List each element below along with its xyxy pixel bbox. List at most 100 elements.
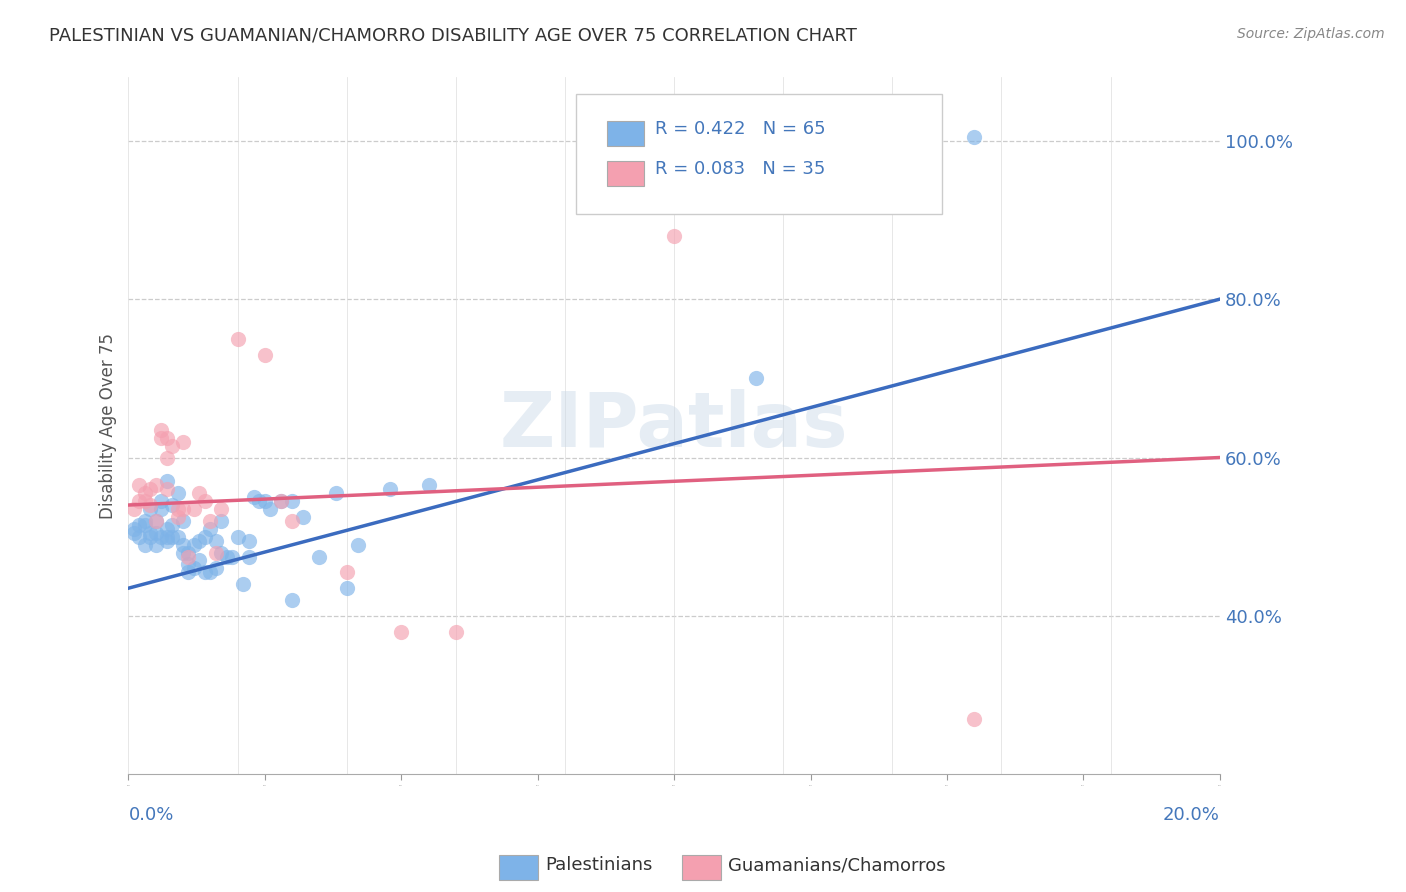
Point bbox=[226, 530, 249, 544]
Point bbox=[128, 517, 150, 532]
Point bbox=[172, 538, 194, 552]
Point bbox=[209, 502, 232, 516]
Point bbox=[308, 549, 330, 564]
Point bbox=[150, 423, 173, 437]
Point bbox=[444, 624, 467, 639]
Point bbox=[281, 593, 304, 607]
Point bbox=[238, 549, 260, 564]
Point bbox=[200, 514, 222, 528]
Point bbox=[166, 530, 188, 544]
Point bbox=[292, 509, 315, 524]
Point bbox=[183, 561, 205, 575]
Text: 20.0%: 20.0% bbox=[1163, 806, 1220, 824]
Point bbox=[418, 478, 440, 492]
Point bbox=[194, 494, 217, 508]
Point bbox=[172, 434, 194, 449]
Point bbox=[188, 486, 211, 500]
Point bbox=[177, 545, 200, 559]
Text: 0.0%: 0.0% bbox=[128, 806, 174, 824]
Point bbox=[325, 486, 347, 500]
Point bbox=[172, 514, 194, 528]
Point bbox=[200, 566, 222, 580]
Text: Source: ZipAtlas.com: Source: ZipAtlas.com bbox=[1237, 27, 1385, 41]
Point bbox=[160, 517, 183, 532]
Point bbox=[166, 509, 188, 524]
Point bbox=[232, 577, 254, 591]
Point bbox=[128, 530, 150, 544]
Point bbox=[145, 525, 167, 540]
Point bbox=[963, 129, 986, 144]
Point bbox=[139, 502, 162, 516]
Point bbox=[259, 502, 281, 516]
Point bbox=[139, 525, 162, 540]
Point bbox=[204, 545, 226, 559]
Point bbox=[150, 502, 173, 516]
Point bbox=[662, 228, 685, 243]
Point bbox=[156, 522, 179, 536]
Point bbox=[346, 538, 368, 552]
Point bbox=[389, 624, 412, 639]
Point bbox=[249, 494, 271, 508]
Point bbox=[188, 553, 211, 567]
Point bbox=[134, 494, 156, 508]
Point bbox=[134, 486, 156, 500]
Point bbox=[145, 478, 167, 492]
Point bbox=[145, 514, 167, 528]
Text: Guamanians/Chamorros: Guamanians/Chamorros bbox=[728, 856, 946, 874]
Y-axis label: Disability Age Over 75: Disability Age Over 75 bbox=[100, 333, 117, 519]
Point bbox=[150, 431, 173, 445]
Point bbox=[215, 549, 238, 564]
Point bbox=[139, 498, 162, 512]
Point bbox=[177, 549, 200, 564]
Point bbox=[160, 530, 183, 544]
Point bbox=[156, 533, 179, 548]
Point bbox=[128, 494, 150, 508]
Point bbox=[134, 538, 156, 552]
Point bbox=[243, 490, 266, 504]
Point bbox=[128, 478, 150, 492]
Point bbox=[221, 549, 243, 564]
Point bbox=[150, 494, 173, 508]
Point bbox=[209, 514, 232, 528]
Point bbox=[336, 581, 359, 595]
Point bbox=[963, 712, 986, 726]
Point bbox=[177, 566, 200, 580]
Point bbox=[177, 558, 200, 572]
Point bbox=[156, 482, 179, 496]
Point bbox=[270, 494, 292, 508]
Point bbox=[122, 502, 145, 516]
Point bbox=[200, 522, 222, 536]
Text: ZIPatlas: ZIPatlas bbox=[499, 389, 848, 463]
Point bbox=[226, 332, 249, 346]
Point bbox=[122, 522, 145, 536]
Point bbox=[281, 514, 304, 528]
Text: R = 0.083   N = 35: R = 0.083 N = 35 bbox=[655, 160, 825, 178]
Point bbox=[183, 538, 205, 552]
Point bbox=[172, 545, 194, 559]
Point bbox=[156, 431, 179, 445]
Point bbox=[209, 545, 232, 559]
Point bbox=[122, 525, 145, 540]
Point bbox=[194, 530, 217, 544]
Text: R = 0.422   N = 65: R = 0.422 N = 65 bbox=[655, 120, 825, 138]
Point bbox=[156, 530, 179, 544]
Point bbox=[166, 486, 188, 500]
Point bbox=[745, 371, 768, 385]
Point bbox=[172, 502, 194, 516]
Point bbox=[253, 348, 276, 362]
Point bbox=[160, 439, 183, 453]
Point bbox=[188, 533, 211, 548]
Point bbox=[183, 502, 205, 516]
Point bbox=[380, 482, 402, 496]
Point bbox=[156, 475, 179, 489]
Point bbox=[204, 561, 226, 575]
Point bbox=[281, 494, 304, 508]
Point bbox=[139, 530, 162, 544]
Point bbox=[253, 494, 276, 508]
Point bbox=[150, 530, 173, 544]
Point bbox=[270, 494, 292, 508]
Point bbox=[204, 533, 226, 548]
Point bbox=[134, 517, 156, 532]
Point bbox=[145, 514, 167, 528]
Point bbox=[156, 450, 179, 465]
